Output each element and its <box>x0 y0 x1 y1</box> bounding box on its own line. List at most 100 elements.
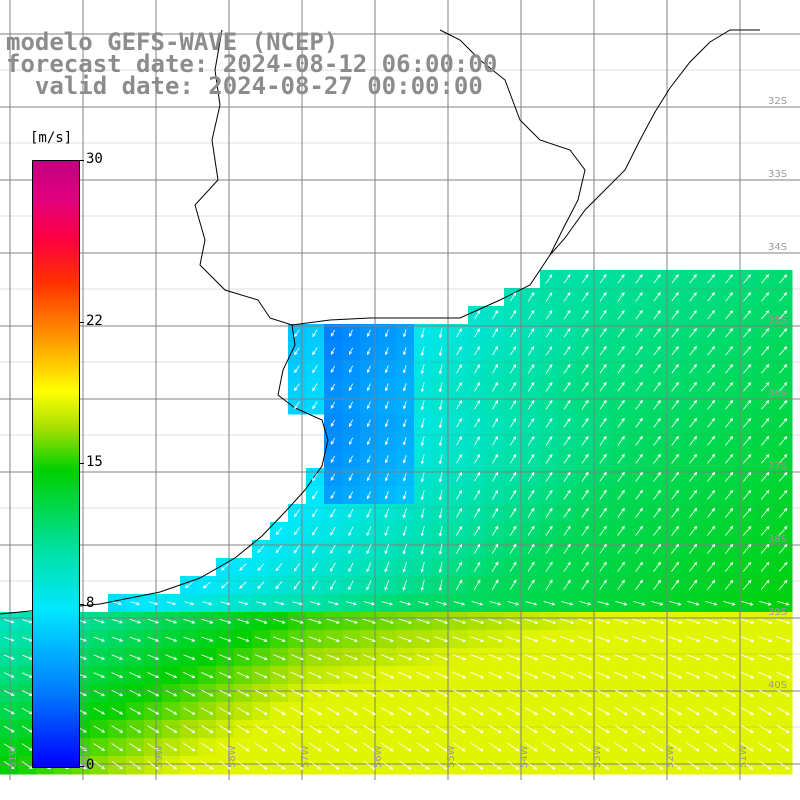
wind-arrow <box>201 672 214 679</box>
wind-arrow <box>3 761 15 770</box>
wind-arrow <box>527 561 535 572</box>
wind-arrow <box>581 435 589 446</box>
wind-arrow <box>668 689 683 697</box>
wind-arrow <box>293 544 301 554</box>
wind-arrow <box>506 725 520 734</box>
wind-arrow <box>524 618 539 624</box>
wind-arrow <box>510 328 517 338</box>
wind-arrow <box>293 580 301 590</box>
wind-arrow <box>635 453 643 464</box>
wind-arrow <box>671 489 680 500</box>
wind-arrow <box>725 274 733 284</box>
wind-arrow <box>599 291 607 302</box>
wind-arrow <box>725 364 734 374</box>
wind-arrow <box>509 363 517 374</box>
wind-arrow <box>688 579 698 590</box>
wind-arrow <box>671 507 680 518</box>
wind-arrow <box>596 689 611 697</box>
wind-arrow <box>473 579 481 591</box>
ocean-cells <box>0 270 793 775</box>
wind-arrow <box>183 689 196 697</box>
wind-arrow <box>93 636 106 642</box>
wind-arrow <box>527 417 535 428</box>
wind-arrow <box>725 435 734 446</box>
lat-label: 34S <box>768 242 787 253</box>
wind-arrow <box>581 543 589 554</box>
wind-arrow <box>3 743 15 751</box>
wind-arrow <box>725 292 733 302</box>
wind-arrow <box>758 689 773 697</box>
wind-arrow <box>599 579 607 590</box>
wind-arrow <box>778 435 788 446</box>
wind-arrow <box>671 543 680 554</box>
wind-arrow <box>218 707 232 715</box>
wind-arrow <box>326 636 341 642</box>
wind-arrow <box>473 561 481 572</box>
lat-labels: 32S 33S 34S 35S 36S 37S 38S 39S 40S <box>768 96 787 691</box>
wind-arrow <box>668 725 682 734</box>
wind-arrow <box>237 760 250 770</box>
wind-arrow <box>456 507 463 518</box>
wind-arrow <box>470 707 484 715</box>
wind-arrow <box>93 672 106 678</box>
wind-arrow <box>599 435 607 446</box>
wind-arrow <box>722 689 737 697</box>
wind-arrow <box>635 507 643 518</box>
lon-label: 58W <box>227 745 238 768</box>
wind-arrow <box>402 473 407 482</box>
wind-arrow <box>455 561 463 572</box>
wind-arrow <box>312 544 318 554</box>
wind-arrow <box>578 618 593 624</box>
wind-arrow <box>689 543 698 554</box>
wind-arrow <box>402 508 407 519</box>
wind-arrow <box>599 327 607 338</box>
wind-arrow <box>293 401 300 410</box>
wind-arrow <box>509 417 517 428</box>
wind-arrow <box>509 346 517 356</box>
wind-arrow <box>184 601 195 606</box>
wind-arrow <box>308 671 323 679</box>
wind-arrow <box>362 671 377 679</box>
wind-arrow <box>129 707 142 715</box>
wind-arrow <box>434 636 449 643</box>
wind-arrow <box>509 579 517 591</box>
wind-arrow <box>438 525 443 537</box>
model-title: modelo GEFS-WAVE (NCEP) <box>6 28 339 56</box>
wind-arrow <box>704 654 719 661</box>
wind-arrow <box>488 725 502 734</box>
wind-arrow <box>563 381 571 392</box>
wind-arrow <box>635 417 643 428</box>
wind-arrow <box>760 471 770 482</box>
wind-arrow <box>614 707 628 715</box>
wind-arrow <box>776 689 791 697</box>
wind-arrow <box>563 345 571 356</box>
wind-arrow <box>527 381 535 392</box>
wind-arrow <box>491 543 499 554</box>
wind-arrow <box>599 399 607 410</box>
wind-arrow <box>687 601 700 606</box>
wind-arrow <box>597 760 610 770</box>
wind-arrow <box>456 400 462 410</box>
wind-arrow <box>509 561 517 572</box>
wind-arrow <box>545 363 553 374</box>
lon-label: 55W <box>446 745 457 768</box>
wind-arrow <box>254 707 268 715</box>
wind-arrow <box>509 525 517 536</box>
wind-arrow <box>778 418 788 428</box>
wind-arrow <box>635 561 643 572</box>
wind-arrow <box>545 399 553 410</box>
wind-arrow <box>633 760 646 770</box>
wind-arrow <box>671 291 679 302</box>
wind-arrow <box>384 508 390 519</box>
wind-arrow <box>236 654 250 660</box>
wind-arrow <box>274 601 285 606</box>
wind-arrow <box>147 707 160 715</box>
wind-arrow <box>492 399 499 410</box>
wind-arrow <box>470 742 484 752</box>
wind-arrow <box>453 760 466 770</box>
wind-arrow <box>724 561 734 572</box>
wind-arrow <box>635 363 643 374</box>
wind-arrow <box>742 525 752 536</box>
wind-arrow <box>758 636 773 643</box>
